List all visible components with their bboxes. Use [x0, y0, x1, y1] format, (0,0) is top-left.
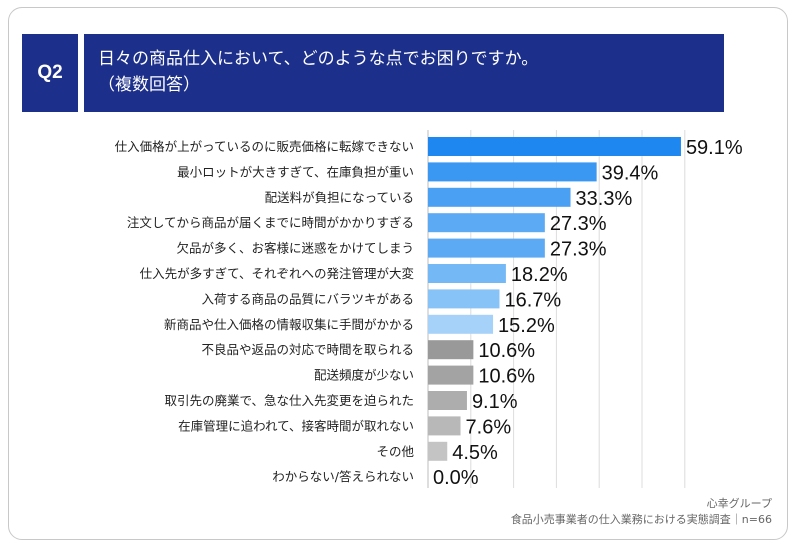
- category-label: 最小ロットが大きすぎて、在庫負担が重い: [177, 164, 414, 179]
- bar: [428, 238, 545, 258]
- category-label: 配送頻度が少ない: [314, 368, 414, 383]
- bar: [428, 213, 545, 233]
- category-label: 入荷する商品の品質にバラツキがある: [201, 291, 414, 306]
- bar: [428, 314, 494, 334]
- value-label: 59.1%: [686, 137, 743, 159]
- value-label: 39.4%: [602, 162, 659, 184]
- category-label: 在庫管理に追われて、接客時間が取れない: [178, 418, 414, 433]
- value-label: 0.0%: [433, 467, 479, 489]
- brand-credit: 心幸グループ: [706, 497, 772, 510]
- value-label: 9.1%: [472, 391, 518, 413]
- category-label: 欠品が多く、お客様に迷惑をかけてしまう: [176, 241, 414, 256]
- value-label: 10.6%: [478, 340, 535, 362]
- bar: [428, 137, 681, 156]
- bar: [428, 264, 506, 283]
- category-label: 配送料が負担になっている: [265, 190, 414, 205]
- value-label: 33.3%: [576, 188, 633, 210]
- value-label: 7.6%: [466, 416, 512, 438]
- question-text: 日々の商品仕入において、どのような点でお困りですか。: [98, 49, 539, 69]
- question-box: 日々の商品仕入において、どのような点でお困りですか。 （複数回答）: [84, 34, 724, 112]
- value-label: 18.2%: [511, 264, 568, 286]
- bar: [428, 289, 500, 309]
- survey-credit: 食品小売事業者の仕入業務における実態調査｜n=66: [510, 513, 772, 526]
- category-label: 仕入先が多すぎて、それぞれへの発注管理が大変: [140, 266, 414, 281]
- question-number-badge: Q2: [22, 34, 78, 112]
- value-label: 4.5%: [452, 442, 498, 464]
- bar: [428, 365, 474, 385]
- value-label: 15.2%: [498, 315, 555, 337]
- bar: [428, 441, 448, 461]
- bar: [428, 391, 467, 410]
- question-note: （複数回答）: [98, 75, 200, 95]
- bar: [428, 340, 474, 360]
- category-label: 注文してから商品が届くまでに時間がかかりすぎる: [127, 215, 414, 230]
- bar: [428, 187, 571, 207]
- category-label: 新商品や仕入価格の情報収集に手間がかかる: [164, 317, 414, 332]
- category-label: 仕入価格が上がっているのに販売価格に転嫁できない: [115, 139, 414, 154]
- bar: [428, 162, 597, 182]
- category-label: その他: [376, 444, 414, 459]
- value-label: 10.6%: [478, 366, 535, 388]
- category-label: わからない/答えられない: [272, 469, 414, 484]
- value-label: 27.3%: [550, 213, 607, 235]
- bar: [428, 416, 461, 436]
- value-label: 27.3%: [550, 239, 607, 261]
- category-label: 不良品や返品の対応で時間を取られる: [201, 342, 414, 357]
- value-label: 16.7%: [504, 289, 561, 311]
- category-label: 取引先の廃業で、急な仕入先変更を迫られた: [164, 393, 414, 408]
